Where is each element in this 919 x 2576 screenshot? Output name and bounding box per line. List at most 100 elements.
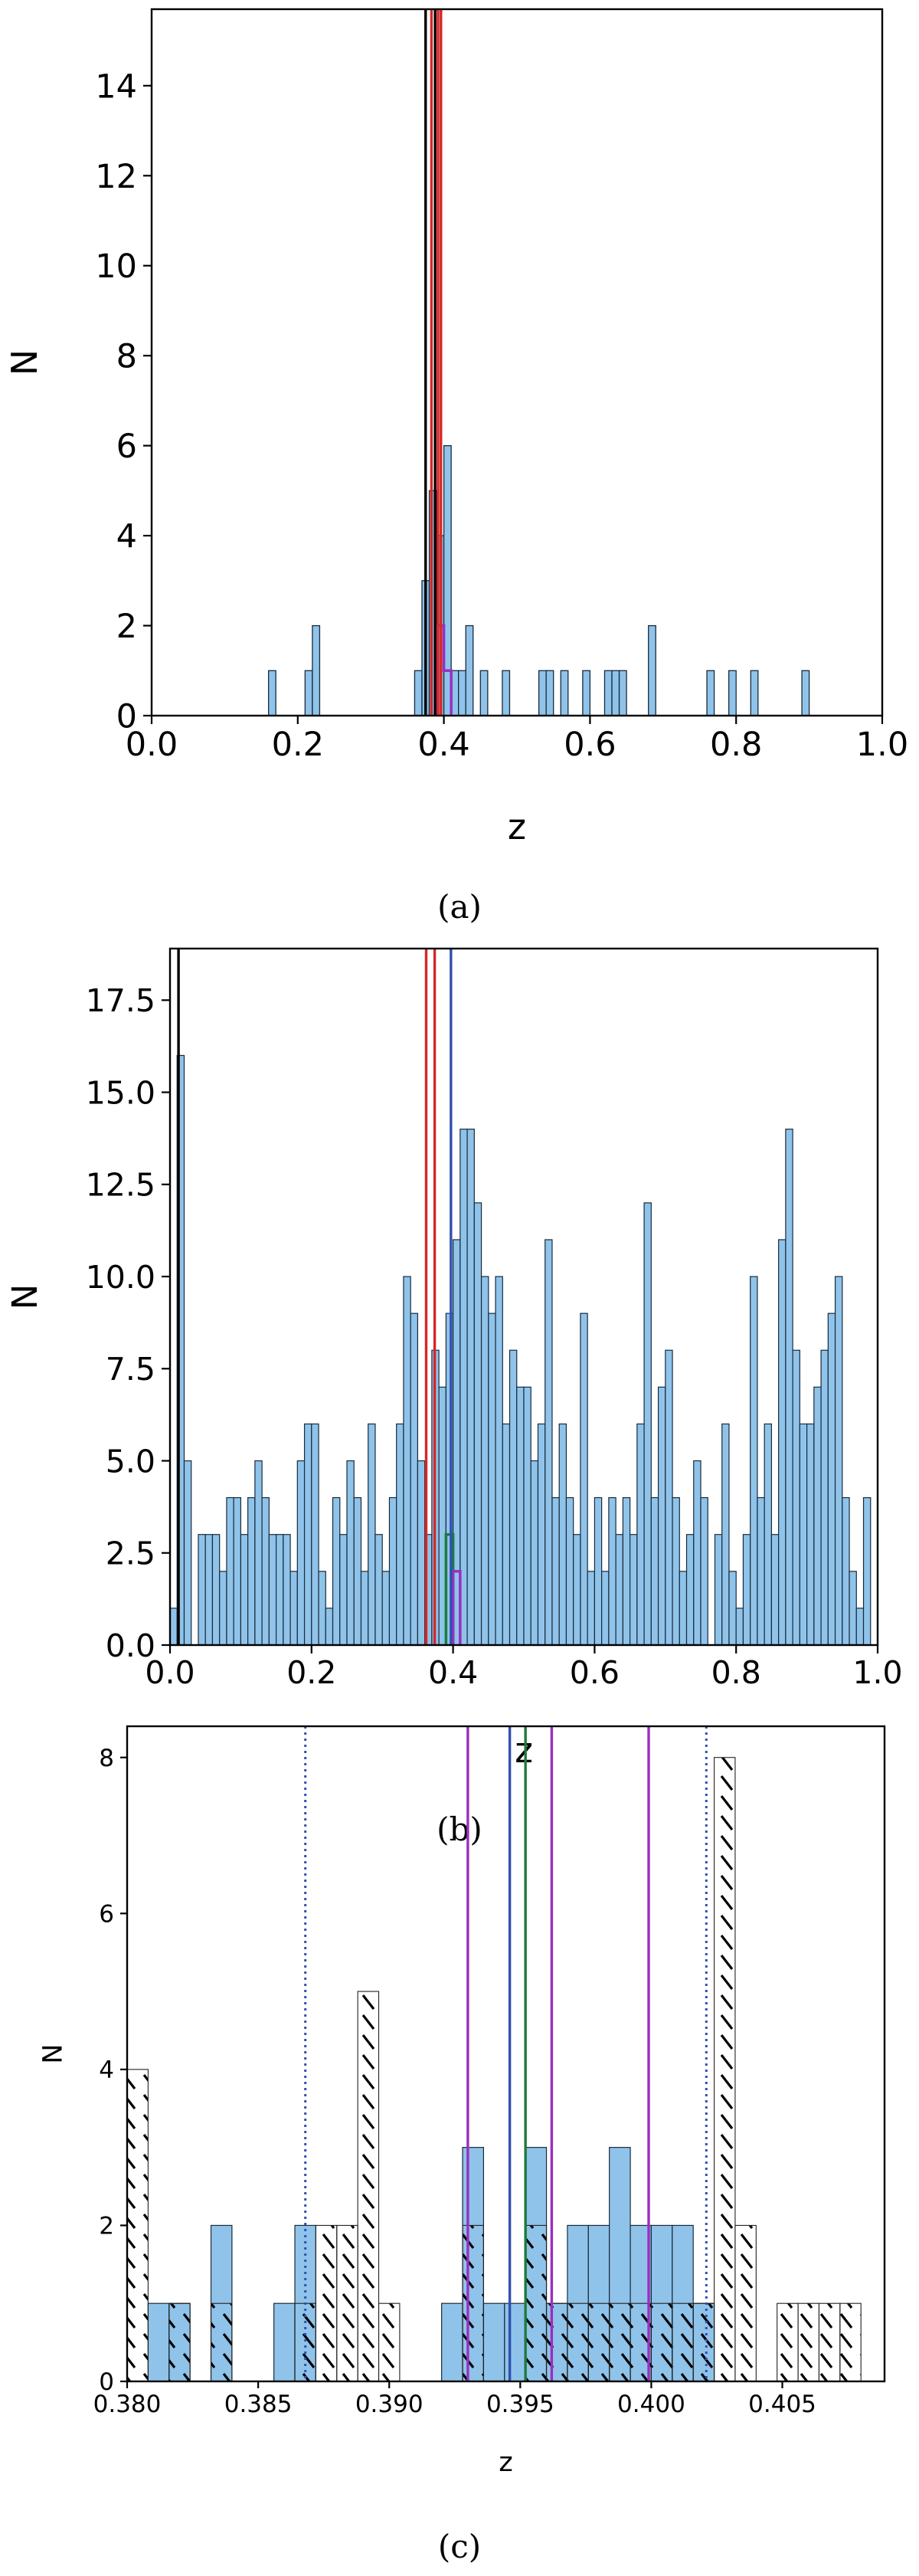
hatched-bar: [462, 2224, 484, 2381]
histogram-bar: [482, 2302, 505, 2381]
histogram-bar: [311, 1423, 319, 1645]
histogram-bar: [523, 1386, 531, 1645]
panel-caption: (a): [437, 888, 482, 926]
histogram-bar: [849, 1571, 857, 1645]
histogram-bar: [374, 1534, 383, 1645]
plot-area: [267, 9, 810, 716]
y-tick-label: 14: [95, 67, 137, 106]
histogram-bar: [618, 670, 627, 716]
histogram-bar: [458, 670, 466, 716]
hatched-bar: [818, 2302, 841, 2381]
histogram-bar: [414, 670, 423, 716]
hatched-bar: [378, 2302, 401, 2381]
histogram-bar: [219, 1571, 227, 1645]
histogram-bar: [799, 1423, 808, 1645]
histogram-bar: [443, 444, 452, 716]
hatched-bar: [567, 2302, 589, 2381]
x-axis-label: z: [515, 1730, 533, 1771]
histogram-bar: [441, 2302, 463, 2381]
histogram-bar: [603, 670, 613, 716]
histogram-bar: [267, 670, 276, 716]
y-tick-label: 8: [99, 1745, 114, 1772]
panel-caption: (c): [438, 2528, 481, 2565]
hatched-bar: [168, 2302, 191, 2381]
chart-panel-b: 0.0 0.2 0.4 0.6 0.8 1.0 0.0 2.5 5.0 7.5 10.0 12.5 15…: [5, 947, 903, 1848]
x-tick-label: 1.0: [856, 726, 908, 764]
x-tick-label: 0.390: [355, 2391, 424, 2418]
histogram-bar: [388, 1497, 397, 1645]
hatched-bar: [650, 2302, 673, 2381]
histogram-bar: [560, 670, 569, 716]
plot-frame: [168, 947, 879, 1647]
histogram-bar: [276, 1534, 284, 1645]
x-axis-label: z: [499, 2447, 512, 2478]
histogram-bar: [764, 1423, 772, 1645]
histogram-bar: [582, 670, 591, 716]
y-tick-label: 12.5: [86, 1167, 155, 1204]
histogram-bar: [750, 1276, 758, 1645]
histogram-bar: [332, 1497, 341, 1645]
y-tick-label: 0: [99, 2368, 114, 2396]
plot-frame: [150, 8, 884, 717]
histogram-bar: [504, 2302, 526, 2381]
x-tick-label: 0.385: [224, 2391, 293, 2418]
y-tick-label: 2: [116, 608, 137, 646]
histogram-bar: [643, 1202, 652, 1645]
histogram-bar: [273, 2302, 296, 2381]
histogram-bar: [502, 1423, 511, 1645]
histogram-bar: [785, 1129, 793, 1645]
histogram-bar: [176, 1054, 185, 1645]
histogram-bar: [537, 1423, 546, 1645]
y-axis-label: N: [5, 1284, 45, 1310]
chart-panel-a: 0.0 0.2 0.4 0.6 0.8 1.0 0 2 4 6 8 10 12 14 z N (a): [4, 8, 908, 926]
y-tick-label: 0: [116, 697, 137, 736]
hatched-bar: [315, 2224, 338, 2381]
histogram-bar: [360, 1571, 369, 1645]
histogram-bar: [268, 1534, 277, 1645]
histogram-bar: [211, 1534, 221, 1645]
histogram-bar: [742, 1534, 751, 1645]
histogram-bar: [778, 1239, 787, 1645]
histogram-bar: [750, 670, 759, 716]
histogram-bar: [813, 1386, 822, 1645]
y-tick-label: 2.5: [106, 1535, 155, 1572]
x-tick-label: 0.400: [617, 2391, 685, 2418]
hatched-bar: [734, 2224, 757, 2381]
histogram-bar: [226, 1497, 234, 1645]
histogram-bar: [480, 1276, 489, 1645]
x-tick-label: 1.0: [852, 1654, 902, 1691]
histogram-bar: [587, 1571, 595, 1645]
histogram-bar: [834, 1276, 843, 1645]
histogram-bar: [622, 1497, 631, 1645]
y-tick-label: 7.5: [106, 1351, 155, 1388]
histogram-bar: [611, 670, 620, 716]
histogram-bar: [608, 1497, 616, 1645]
x-tick-label: 0.2: [272, 726, 324, 764]
histogram-bar: [396, 1423, 404, 1645]
histogram-bar: [615, 1534, 623, 1645]
histogram-bar: [862, 1497, 872, 1645]
histogram-bar: [594, 1497, 603, 1645]
histogram-bar: [204, 1534, 214, 1645]
histogram-bar: [693, 1460, 702, 1645]
histogram-bar: [368, 1423, 376, 1645]
histogram-bar: [516, 1386, 525, 1645]
hatched-bar: [839, 2302, 862, 2381]
x-tick-label: 0.8: [711, 1654, 761, 1691]
histogram-bar: [706, 670, 715, 716]
histogram-bar: [325, 1608, 334, 1645]
y-tick-label: 4: [99, 2057, 114, 2084]
x-tick-label: 0.4: [428, 1654, 478, 1691]
histogram-bar: [289, 1571, 298, 1645]
histogram-bar: [247, 1497, 256, 1645]
histogram-bar: [403, 1276, 411, 1645]
x-tick-label: 0.0: [145, 1654, 195, 1691]
histogram-bar: [665, 1349, 673, 1645]
x-tick-label: 0.2: [286, 1654, 336, 1691]
histogram-bar: [636, 1423, 645, 1645]
histogram-bar: [657, 1386, 666, 1645]
panel-caption: (b): [437, 1811, 482, 1848]
y-tick-label: 4: [116, 518, 137, 556]
histogram-bar: [842, 1497, 850, 1645]
hatched-bar: [797, 2302, 819, 2381]
